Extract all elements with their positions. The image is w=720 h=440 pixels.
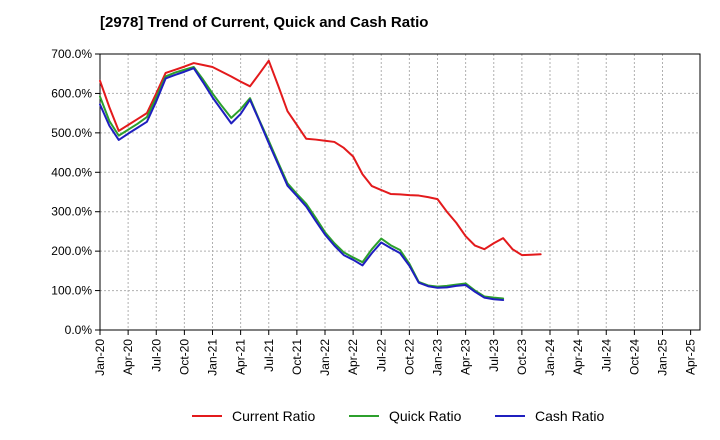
x-tick-label: Oct-24 — [627, 339, 641, 375]
y-tick-label: 0.0% — [65, 323, 93, 337]
axis-layer — [95, 53, 701, 335]
legend-label-current-ratio: Current Ratio — [232, 408, 316, 424]
x-tick-label: Jul-22 — [374, 339, 388, 372]
series-line-quick-ratio[interactable] — [99, 66, 505, 300]
x-tick-label: Jan-25 — [656, 339, 670, 376]
x-tick-label: Jul-21 — [262, 339, 276, 372]
series-line-current-ratio[interactable] — [99, 59, 542, 257]
y-tick-label: 300.0% — [51, 205, 92, 219]
y-tick-label: 600.0% — [51, 86, 92, 100]
legend-item-cash-ratio[interactable]: Cash Ratio — [495, 404, 604, 428]
x-tick-label: Apr-20 — [121, 339, 135, 375]
legend-swatch-current-ratio — [192, 415, 222, 417]
x-tick-label: Apr-25 — [684, 339, 698, 375]
chart-title: [2978] Trend of Current, Quick and Cash … — [100, 14, 429, 31]
legend-swatch-cash-ratio — [495, 415, 525, 417]
y-tick-label: 200.0% — [51, 244, 92, 258]
plot-frame — [99, 53, 701, 331]
legend-label-cash-ratio: Cash Ratio — [535, 408, 605, 424]
legend-swatch-quick-ratio — [349, 415, 379, 417]
x-tick-label: Apr-21 — [234, 339, 248, 375]
x-tick-label: Oct-20 — [177, 339, 191, 375]
y-tick-label: 100.0% — [51, 284, 92, 298]
y-tick-label: 500.0% — [51, 126, 92, 140]
series-layer — [99, 59, 542, 302]
x-tick-label: Apr-22 — [346, 339, 360, 375]
x-tick-label: Jul-23 — [487, 339, 501, 372]
x-tick-label: Apr-24 — [571, 339, 585, 375]
x-tick-label: Jul-20 — [149, 339, 163, 372]
legend: Current Ratio Quick Ratio Cash Ratio — [0, 404, 720, 428]
x-tick-label: Jan-22 — [318, 339, 332, 376]
x-tick-label: Oct-23 — [515, 339, 529, 375]
x-tick-label: Jan-23 — [431, 339, 445, 376]
legend-item-current-ratio[interactable]: Current Ratio — [192, 404, 315, 428]
y-tick-label: 700.0% — [51, 47, 92, 61]
x-tick-label: Jul-24 — [599, 339, 613, 372]
x-tick-label: Jan-24 — [543, 339, 557, 376]
x-tick-label: Jan-20 — [93, 339, 107, 376]
legend-item-quick-ratio[interactable]: Quick Ratio — [349, 404, 461, 428]
y-tick-label: 400.0% — [51, 165, 92, 179]
x-tick-label: Apr-23 — [459, 339, 473, 375]
x-tick-label: Oct-21 — [290, 339, 304, 375]
x-tick-label: Oct-22 — [402, 339, 416, 375]
series-line-cash-ratio[interactable] — [99, 67, 505, 302]
grid-layer — [100, 53, 700, 331]
label-layer: 0.0% 100.0% 200.0% 300.0% 400.0% 500.0% 600.0%… — [51, 47, 697, 376]
x-tick-label: Jan-21 — [206, 339, 220, 376]
legend-label-quick-ratio: Quick Ratio — [389, 408, 462, 424]
